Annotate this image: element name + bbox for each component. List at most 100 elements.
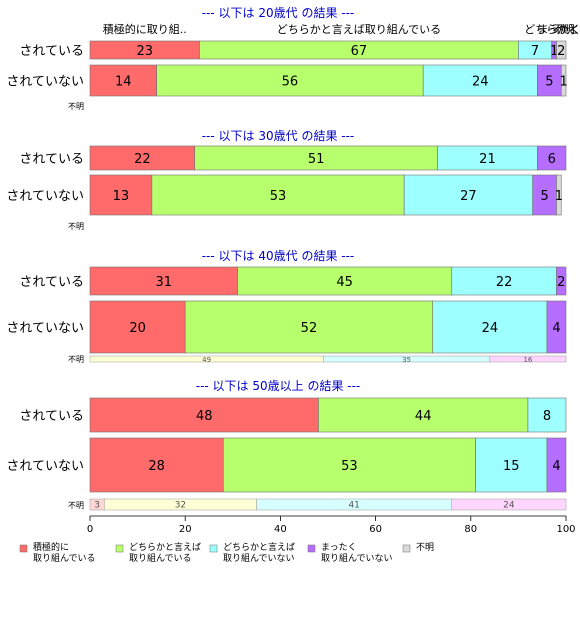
unknown-row-label: 不明 bbox=[68, 102, 84, 111]
data-label: 8 bbox=[543, 409, 551, 424]
unknown-row-label: 不明 bbox=[68, 501, 84, 510]
data-label: 24 bbox=[482, 321, 499, 336]
x-tick-label: 20 bbox=[179, 524, 192, 535]
row-label: されていない bbox=[6, 75, 84, 90]
data-label: 27 bbox=[460, 189, 477, 204]
bar-segment bbox=[89, 174, 153, 216]
x-tick-label: 40 bbox=[274, 524, 287, 535]
data-label: 13 bbox=[113, 189, 130, 204]
legend-swatch bbox=[307, 544, 316, 553]
unknown-data-label: 24 bbox=[503, 501, 515, 511]
unknown-data-label: 3 bbox=[94, 501, 100, 511]
data-label: 48 bbox=[196, 409, 213, 424]
data-label: 4 bbox=[552, 459, 560, 474]
panel-title: --- 以下は 40歳代 の結果 --- bbox=[202, 249, 355, 263]
legend-label: 積極的に bbox=[33, 541, 69, 553]
data-label: 15 bbox=[503, 459, 520, 474]
x-tick-label: 80 bbox=[464, 524, 477, 535]
data-label: 5 bbox=[540, 189, 548, 204]
legend-swatch bbox=[115, 544, 124, 553]
data-label: 51 bbox=[308, 152, 325, 167]
bar-segment bbox=[318, 397, 529, 433]
header-label: どちらかと言えば取り組んでいる bbox=[277, 23, 441, 36]
data-label: 21 bbox=[479, 152, 496, 167]
data-label: 56 bbox=[282, 75, 299, 90]
bar-segment bbox=[194, 145, 438, 171]
data-label: 1 bbox=[550, 44, 558, 59]
legend-label: 不明 bbox=[416, 542, 434, 553]
bar-segment bbox=[556, 174, 562, 216]
bar-segment bbox=[89, 437, 224, 493]
legend-swatch bbox=[402, 544, 411, 553]
data-label: 24 bbox=[472, 75, 489, 90]
unknown-bar-segment bbox=[451, 498, 567, 511]
bar-segment bbox=[237, 266, 453, 296]
bar-segment bbox=[156, 64, 424, 97]
data-label: 53 bbox=[341, 459, 358, 474]
data-label: 5 bbox=[545, 75, 553, 90]
header-label: 積極的に取り組.. bbox=[103, 22, 187, 36]
bar-segment bbox=[537, 145, 567, 171]
legend-swatch bbox=[209, 544, 218, 553]
bar-segment bbox=[89, 397, 319, 433]
bar-segment bbox=[556, 266, 567, 296]
legend-label: 取り組んでいる bbox=[33, 552, 96, 564]
unknown-bar-segment bbox=[489, 355, 567, 363]
row-label: されている bbox=[19, 152, 84, 167]
data-label: 67 bbox=[351, 44, 368, 59]
row-label: されている bbox=[19, 275, 84, 290]
bar-segment bbox=[89, 300, 186, 354]
bar-segment bbox=[527, 397, 567, 433]
legend-label: どちらかと言えば bbox=[129, 541, 201, 553]
data-label: 28 bbox=[148, 459, 165, 474]
bar-segment bbox=[560, 64, 567, 97]
panel-title: --- 以下は 20歳代 の結果 --- bbox=[202, 6, 355, 20]
data-label: 2 bbox=[557, 275, 565, 290]
bar-segment bbox=[546, 300, 567, 354]
x-tick-label: 0 bbox=[87, 524, 93, 535]
data-label: 22 bbox=[134, 152, 151, 167]
bar-segment bbox=[475, 437, 548, 493]
bar-segment bbox=[556, 40, 567, 60]
unknown-data-label: 41 bbox=[348, 501, 359, 511]
data-label: 45 bbox=[336, 275, 353, 290]
unknown-row-label: 不明 bbox=[68, 355, 84, 364]
bar-segment bbox=[546, 437, 567, 493]
bar-segment bbox=[432, 300, 548, 354]
bar-segment bbox=[184, 300, 434, 354]
bar-segment bbox=[89, 64, 157, 97]
unknown-data-label: 35 bbox=[402, 356, 411, 364]
bar-segment bbox=[422, 64, 538, 97]
data-label: 4 bbox=[552, 321, 560, 336]
panel-title: --- 以下は 30歳代 の結果 --- bbox=[202, 129, 355, 143]
bar-segment bbox=[403, 174, 533, 216]
data-label: 1 bbox=[555, 189, 563, 204]
unknown-data-label: 16 bbox=[523, 356, 532, 364]
unknown-data-label: 49 bbox=[202, 356, 211, 364]
row-label: されていない bbox=[6, 321, 84, 336]
legend-label: 取り組んでいる bbox=[129, 552, 192, 564]
data-label: 23 bbox=[136, 44, 153, 59]
data-label: 1 bbox=[559, 75, 567, 90]
bar-segment bbox=[89, 145, 196, 171]
header-label: まったく bbox=[538, 23, 580, 36]
bar-segment bbox=[151, 174, 405, 216]
legend-label: 取り組んでいない bbox=[223, 552, 295, 564]
data-label: 14 bbox=[115, 75, 132, 90]
row-label: されている bbox=[19, 409, 84, 424]
legend-label: どちらかと言えば bbox=[223, 541, 295, 553]
header-label: 不明 bbox=[553, 23, 575, 36]
row-label: されていない bbox=[6, 189, 84, 204]
bar-segment bbox=[222, 437, 476, 493]
panel-title: --- 以下は 50歳以上 の結果 --- bbox=[196, 379, 361, 393]
legend-swatch bbox=[19, 544, 28, 553]
data-label: 53 bbox=[270, 189, 287, 204]
data-label: 2 bbox=[557, 44, 565, 59]
data-label: 44 bbox=[415, 409, 432, 424]
x-tick-label: 100 bbox=[556, 524, 575, 535]
legend-label: 取り組んでいない bbox=[321, 552, 393, 564]
legend-label: まったく bbox=[321, 542, 357, 553]
unknown-data-label: 32 bbox=[175, 501, 186, 511]
